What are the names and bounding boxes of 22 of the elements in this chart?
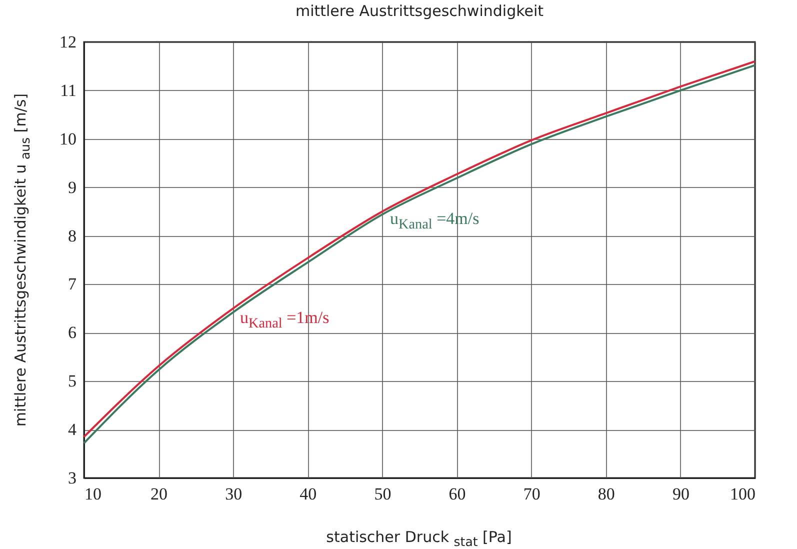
x-tick-label: 20 <box>150 484 168 504</box>
x-tick-label: 60 <box>448 484 466 504</box>
y-tick-label: 9 <box>68 178 76 197</box>
x-tick-label: 40 <box>300 484 317 504</box>
y-tick-label: 7 <box>68 274 77 294</box>
x-tick-label: 70 <box>523 484 540 504</box>
x-axis-title: statischer Druck $_{stat}$ [Pa] <box>326 528 512 549</box>
y-tick-label: 11 <box>60 80 76 100</box>
y-tick-label: 8 <box>68 226 76 246</box>
y-tick-label: 10 <box>60 129 76 148</box>
y-tick-label: 5 <box>68 372 76 391</box>
x-tick-label: 80 <box>598 484 615 504</box>
x-tick-label: 100 <box>730 484 756 504</box>
x-tick-label: 30 <box>225 484 242 504</box>
y-tick-label: 6 <box>68 323 76 342</box>
x-tick-label: 90 <box>672 484 690 504</box>
chart-title: mittlere Austrittsgeschwindigkeit <box>295 2 544 20</box>
y-tick-label: 4 <box>68 420 77 440</box>
y-tick-label: 3 <box>68 468 76 488</box>
x-tick-label: 10 <box>84 484 102 504</box>
x-tick-label: 50 <box>374 484 392 504</box>
y-tick-label: 12 <box>60 32 76 52</box>
